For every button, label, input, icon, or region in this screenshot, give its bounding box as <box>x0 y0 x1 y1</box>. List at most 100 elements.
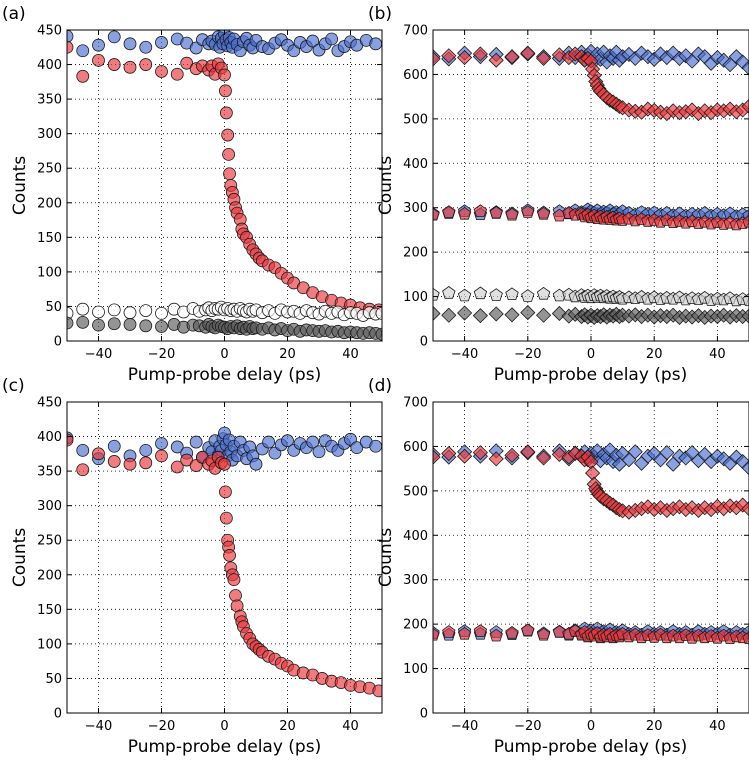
panel-c-point <box>218 457 231 471</box>
panel-b-y-tick-label: 400 <box>403 157 428 172</box>
panel-b-point <box>457 206 472 220</box>
panel-c-y-tick-label: 0 <box>54 707 62 722</box>
panel-d-x-tick-label: 0 <box>587 719 595 734</box>
panel-b-y-tick-label: 700 <box>403 24 428 39</box>
panel-b-point <box>457 288 472 302</box>
panel-a-y-tick-label: 250 <box>37 162 62 177</box>
panel-d-y-tick-label: 100 <box>403 662 428 677</box>
panel-a-y-tick-label: 450 <box>37 24 62 39</box>
panel-b-point <box>742 214 749 228</box>
panel-c-x-tick-label: 20 <box>279 719 296 734</box>
panel-d-series-1 <box>433 444 749 520</box>
panel-d-point <box>433 449 441 465</box>
panel-b-point <box>442 286 456 299</box>
panel-a-point <box>325 32 339 46</box>
panel-c-y-tick-label: 100 <box>37 637 62 652</box>
panel-b-x-tick-label: 0 <box>587 347 595 362</box>
panel-a-point <box>170 67 184 81</box>
panel-a-data <box>67 30 382 341</box>
panel-a-x-tick-label: 0 <box>220 347 228 362</box>
panel-b-label: (b) <box>368 4 392 24</box>
panel-a-point <box>139 304 153 317</box>
panel-b-point <box>441 307 457 323</box>
panel-a-point <box>76 69 90 83</box>
panel-d-y-tick-label: 200 <box>403 618 428 633</box>
panel-d-data <box>433 442 749 644</box>
panel-c-point <box>369 439 382 453</box>
panel-a-series-2 <box>67 300 382 322</box>
panel-c-chart: −40 −20 0 20 40050100150200250300350400450Pu… <box>2 376 383 757</box>
panel-d-point <box>659 445 675 461</box>
panel-b-point <box>741 308 749 324</box>
panel-c-y-tick-label: 150 <box>37 603 62 618</box>
panel-d-x-tick-label: 40 <box>709 719 726 734</box>
panel-a-series-1 <box>67 40 382 317</box>
panel-c-point <box>219 485 232 499</box>
panel-b-point <box>433 207 440 221</box>
panel-d-point <box>504 447 520 463</box>
panel-a-point <box>107 303 121 317</box>
panel-b-series-3 <box>433 204 749 231</box>
panel-a-point <box>139 319 153 333</box>
panel-a-x-tick-label: −20 <box>148 347 175 362</box>
panel-d-label: (d) <box>368 376 392 396</box>
panel-c-x-tick-label: 0 <box>220 719 228 734</box>
panel-a-point <box>76 315 90 329</box>
panel-a-point <box>107 317 121 331</box>
panel-b-point <box>520 305 536 321</box>
panel-d-y-tick-label: 400 <box>403 529 428 544</box>
panel-a-chart: −40 −20 0 20 40050100150200250300350400450Pu… <box>2 4 383 385</box>
panel-b-chart: −40 −20 0 20 400100200300400500600700Pump-pr… <box>368 4 749 385</box>
panel-c-y-tick-label: 400 <box>37 430 62 445</box>
panel-b-point <box>536 286 551 300</box>
panel-b-y-tick-label: 300 <box>403 201 428 216</box>
panel-b-point <box>489 288 503 301</box>
panel-a-point <box>107 58 121 71</box>
panel-c-point <box>139 443 153 457</box>
panel-b-y-tick-label: 0 <box>420 335 428 350</box>
panel-a-point <box>375 306 382 320</box>
panel-b-point <box>521 289 535 302</box>
panel-d-point <box>505 626 519 639</box>
panel-c-label: (c) <box>2 376 25 396</box>
panel-a-point <box>221 128 235 142</box>
panel-d-y-axis-label: Counts <box>376 528 396 587</box>
panel-b-point <box>433 287 440 301</box>
panel-a-y-tick-label: 0 <box>54 335 62 350</box>
panel-d-point <box>442 625 456 638</box>
panel-a-y-axis-label: Counts <box>10 156 30 215</box>
panel-b-point <box>441 48 457 64</box>
panel-c-point <box>155 449 168 463</box>
panel-d-point <box>627 444 643 460</box>
panel-a-point <box>123 318 137 331</box>
panel-b-x-axis-label: Pump-probe delay (ps) <box>494 365 687 385</box>
panel-b-series-1 <box>433 45 749 122</box>
panel-b-x-tick-label: −20 <box>514 347 541 362</box>
panel-c-point <box>155 437 168 450</box>
panel-a-point <box>67 30 74 43</box>
panel-d-point <box>521 623 535 636</box>
panel-a-point <box>123 37 137 51</box>
panel-d-y-tick-label: 600 <box>403 440 428 455</box>
panel-a-point <box>92 54 105 67</box>
panel-b-point <box>505 287 519 301</box>
panel-c-x-tick-label: 40 <box>342 719 359 734</box>
panel-b-series-4 <box>433 286 749 307</box>
panel-c-y-tick-label: 200 <box>37 568 62 583</box>
panel-a-point <box>67 306 74 320</box>
panel-d-point <box>536 627 551 641</box>
panel-a-point <box>139 58 153 71</box>
panel-d-point <box>473 624 488 637</box>
panel-a-point <box>123 306 137 320</box>
panel-c-point <box>223 549 236 562</box>
panel-a-point <box>92 38 105 52</box>
panel-d-point <box>536 450 552 466</box>
panel-c-point <box>92 447 105 461</box>
panel-c-y-tick-label: 350 <box>37 465 62 480</box>
panel-b-point <box>433 51 441 67</box>
panel-d-x-tick-label: 20 <box>646 719 663 734</box>
panel-c-point <box>107 439 121 453</box>
panel-b-series-5 <box>433 305 749 326</box>
panel-a-point <box>375 327 382 341</box>
panel-b-point <box>472 308 488 324</box>
